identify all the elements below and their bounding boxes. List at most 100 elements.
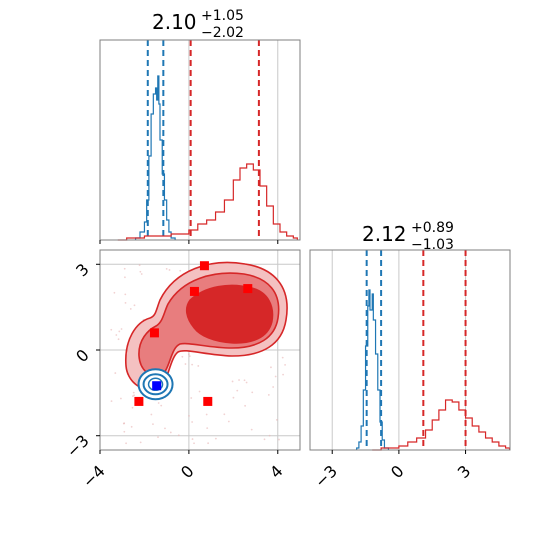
sample-point [184, 363, 187, 365]
marker-5 [203, 396, 213, 406]
sample-point [124, 293, 127, 296]
sample-point [138, 264, 141, 267]
sample-point [110, 400, 113, 403]
marginal-2-title-value: 2.12 [362, 222, 407, 246]
sample-point [124, 301, 127, 304]
sample-point [284, 363, 286, 366]
sample-point [130, 425, 133, 428]
x-tick-label: 4 [266, 461, 287, 482]
sample-point [168, 269, 171, 271]
sample-point [129, 308, 132, 310]
marker-3 [243, 284, 253, 294]
sample-point [139, 441, 142, 444]
sample-point [150, 413, 153, 416]
marginal-1-title-value: 2.10 [152, 10, 197, 34]
joint-panel: −4 0 4 −3 0 3 [63, 249, 301, 492]
sample-point [117, 338, 120, 341]
sample-point [188, 415, 190, 417]
sample-point [179, 269, 182, 272]
histogram-series-0 [356, 289, 390, 450]
sample-point [133, 304, 136, 307]
blue-contour-middle [142, 373, 169, 396]
marginal-panel-2: −3 0 3 [309, 249, 511, 492]
sample-point [191, 363, 194, 366]
x-tick-label: −3 [311, 461, 341, 491]
histogram-series-1 [372, 399, 511, 451]
sample-point [169, 431, 172, 434]
marginal-2-title-plus: +0.89 [411, 220, 454, 236]
sample-point [157, 436, 159, 439]
sample-point [123, 267, 126, 270]
sample-point [157, 402, 160, 404]
sample-point [267, 394, 270, 396]
sample-point [133, 394, 136, 397]
sample-point [191, 421, 194, 423]
sample-point [131, 406, 134, 409]
sample-point [124, 276, 126, 279]
sample-point [275, 418, 278, 421]
sample-point [177, 434, 180, 437]
sample-point [120, 328, 123, 330]
sample-point [197, 365, 200, 367]
sample-point [139, 270, 142, 273]
sample-point [110, 328, 113, 331]
sample-point [191, 438, 194, 440]
y-tick-label: −3 [63, 431, 93, 461]
sample-point [114, 372, 117, 374]
sample-point [236, 389, 239, 392]
marker-6 [152, 381, 162, 391]
sample-point [238, 379, 240, 381]
sample-point [223, 413, 226, 416]
sample-point [125, 442, 127, 445]
sample-point [188, 355, 191, 358]
marker-1 [189, 286, 199, 296]
sample-point [140, 273, 143, 275]
sample-point [278, 438, 280, 441]
sample-point [250, 428, 253, 431]
sample-point [243, 379, 246, 382]
sample-point [160, 404, 163, 407]
sample-point [268, 434, 271, 437]
sample-point [122, 422, 125, 425]
panel-frame [309, 249, 511, 451]
sample-point [282, 373, 284, 376]
y-tick-label: 0 [72, 345, 93, 366]
panel-frame [99, 39, 301, 241]
sample-point [115, 334, 118, 336]
marginal-panel-1 [99, 39, 301, 244]
x-tick-label: 0 [387, 461, 408, 482]
sample-point [272, 386, 275, 388]
marginal-2-title-minus: −1.03 [411, 237, 454, 253]
marker-2 [199, 261, 209, 271]
sample-point [205, 413, 208, 416]
marginal-1-title-plus: +1.05 [201, 8, 244, 24]
sample-point [123, 430, 126, 433]
sample-point [187, 353, 190, 356]
sample-point [245, 381, 248, 384]
sample-point [231, 380, 234, 383]
sample-point [274, 375, 277, 378]
sample-point [244, 404, 247, 407]
sample-point [152, 423, 154, 426]
red-contour-inner [185, 284, 274, 344]
sample-point [214, 437, 217, 440]
sample-point [132, 391, 135, 394]
x-tick-label: −4 [79, 461, 109, 491]
sample-point [207, 442, 210, 445]
sample-point [206, 427, 209, 429]
marker-0 [149, 328, 159, 338]
sample-point [113, 291, 116, 294]
sample-point [120, 397, 122, 400]
sample-point [118, 330, 121, 333]
sample-point [270, 366, 272, 369]
sample-point [190, 397, 193, 399]
marginal-1-title-minus: −2.02 [201, 25, 244, 41]
sample-point [164, 427, 166, 430]
y-tick-label: 3 [72, 260, 93, 281]
sample-point [181, 355, 184, 358]
histogram-series-1 [117, 163, 298, 241]
sample-point [198, 390, 201, 393]
sample-point [193, 442, 195, 445]
sample-point [263, 438, 266, 441]
